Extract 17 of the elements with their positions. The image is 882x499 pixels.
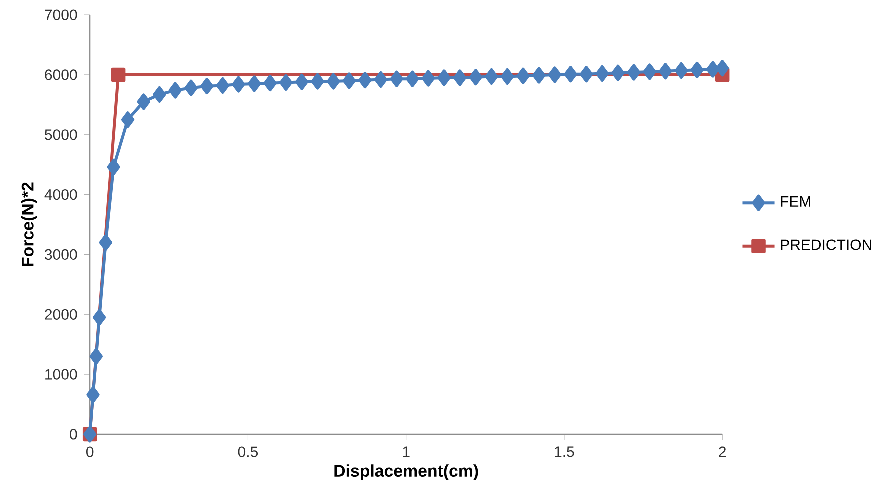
y-tick-label: 7000 bbox=[45, 10, 78, 20]
y-axis-title: Force(N)*2 bbox=[21, 182, 38, 266]
y-tick-label: 6000 bbox=[45, 70, 78, 80]
y-tick-label: 4000 bbox=[44, 189, 78, 200]
y-tick-label: 2000 bbox=[45, 309, 78, 320]
x-axis-title: Displacement(cm) bbox=[334, 464, 478, 480]
x-tick-label: 1.5 bbox=[555, 446, 574, 458]
legend-label: PREDICTION bbox=[781, 240, 872, 250]
y-tick-label: 1000 bbox=[46, 369, 78, 380]
x-tick-label: 1 bbox=[403, 446, 410, 457]
x-tick-label: 2 bbox=[719, 446, 726, 458]
y-tick-label: 5000 bbox=[45, 129, 78, 140]
legend-label: FEM bbox=[781, 196, 810, 207]
y-tick-label: 0 bbox=[70, 429, 78, 440]
x-tick-label: 0.5 bbox=[238, 446, 258, 458]
y-tick-label: 3000 bbox=[44, 249, 78, 260]
x-tick-label: 0 bbox=[86, 446, 94, 458]
